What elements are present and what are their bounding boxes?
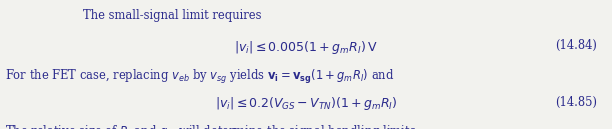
Text: (14.84): (14.84)	[555, 39, 597, 52]
Text: For the FET case, replacing $v_{eb}$ by $v_{sg}$ yields $\mathbf{v_i} = \mathbf{: For the FET case, replacing $v_{eb}$ by …	[5, 68, 394, 86]
Text: The small-signal limit requires: The small-signal limit requires	[83, 9, 261, 22]
Text: The relative size of $R_I$ and $g_m$ will determine the signal-handling limits.: The relative size of $R_I$ and $g_m$ wil…	[5, 123, 419, 129]
Text: $|v_i| \leq 0.2(V_{GS} - V_{TN})(1 + g_m R_I)$: $|v_i| \leq 0.2(V_{GS} - V_{TN})(1 + g_m…	[215, 95, 397, 112]
Text: $|v_i| \leq 0.005(1 + g_m R_I)\,\mathrm{V}$: $|v_i| \leq 0.005(1 + g_m R_I)\,\mathrm{…	[234, 39, 378, 56]
Text: (14.85): (14.85)	[554, 95, 597, 108]
